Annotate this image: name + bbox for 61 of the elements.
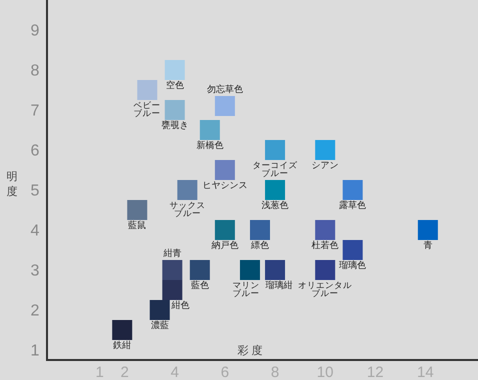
point bbox=[418, 220, 438, 240]
series-label: 縹色 bbox=[250, 240, 269, 251]
point bbox=[265, 260, 286, 280]
y-tick-label: 5 bbox=[30, 182, 40, 200]
point bbox=[164, 60, 185, 80]
series-label: 勿忘草色 bbox=[206, 84, 243, 95]
series-label: マリンブルー bbox=[232, 281, 260, 299]
point bbox=[127, 200, 148, 220]
point bbox=[150, 300, 170, 320]
series-label: サックスブルー bbox=[169, 201, 206, 219]
series-label: 鉄紺 bbox=[113, 340, 132, 351]
point bbox=[265, 140, 286, 160]
series-label: ターコイズブルー bbox=[252, 160, 299, 179]
series-label: 新橋色 bbox=[196, 140, 224, 151]
series-label: 青 bbox=[423, 240, 432, 251]
point bbox=[162, 260, 182, 280]
series-label: 納戸色 bbox=[211, 240, 238, 251]
point bbox=[177, 180, 198, 200]
point bbox=[137, 80, 158, 100]
point bbox=[265, 180, 286, 200]
y-tick-label: 4 bbox=[30, 222, 40, 240]
series-label: 瑠璃紺 bbox=[266, 280, 293, 291]
series-label: 浅葱色 bbox=[262, 200, 289, 211]
point bbox=[315, 140, 336, 160]
series-label: 空色 bbox=[166, 80, 184, 91]
point bbox=[164, 100, 185, 120]
series-label: 甕覗き bbox=[161, 120, 188, 131]
point bbox=[342, 240, 363, 260]
point bbox=[214, 160, 235, 180]
series-label: ベビーブルー bbox=[134, 100, 161, 119]
series-label: 濃藍 bbox=[150, 320, 169, 331]
series-label: 紺青 bbox=[162, 248, 182, 259]
y-tick-label: 3 bbox=[30, 262, 40, 280]
x-axis-title: 彩 度 bbox=[237, 344, 263, 357]
series-label: 瑠璃色 bbox=[339, 260, 366, 271]
series-label: 藍色 bbox=[190, 280, 209, 291]
point bbox=[315, 260, 336, 280]
series-label: ヒヤシンス bbox=[202, 181, 248, 191]
series-label: シアン bbox=[312, 161, 339, 171]
point bbox=[214, 220, 235, 240]
y-tick-label: 7 bbox=[30, 102, 40, 120]
point bbox=[240, 260, 260, 280]
point bbox=[162, 280, 182, 300]
y-tick-label: 2 bbox=[30, 302, 40, 320]
y-tick-label: 9 bbox=[30, 22, 40, 40]
series-label: 杜若色 bbox=[312, 240, 339, 251]
series-label: オリエンタルブルー bbox=[298, 281, 352, 299]
y-tick-label: 8 bbox=[30, 62, 40, 80]
y-axis-title: 明度 bbox=[6, 170, 18, 198]
point bbox=[200, 120, 220, 140]
point bbox=[190, 260, 210, 280]
y-tick-label: 1 bbox=[30, 342, 40, 360]
series-label: 露草色 bbox=[339, 200, 366, 211]
point bbox=[342, 180, 363, 200]
series-label: 紺色 bbox=[170, 300, 190, 311]
series-label: 藍鼠 bbox=[128, 220, 146, 231]
point bbox=[315, 220, 336, 240]
y-tick-label: 6 bbox=[30, 142, 40, 160]
point bbox=[112, 320, 132, 340]
point bbox=[250, 220, 270, 240]
point bbox=[214, 96, 235, 116]
